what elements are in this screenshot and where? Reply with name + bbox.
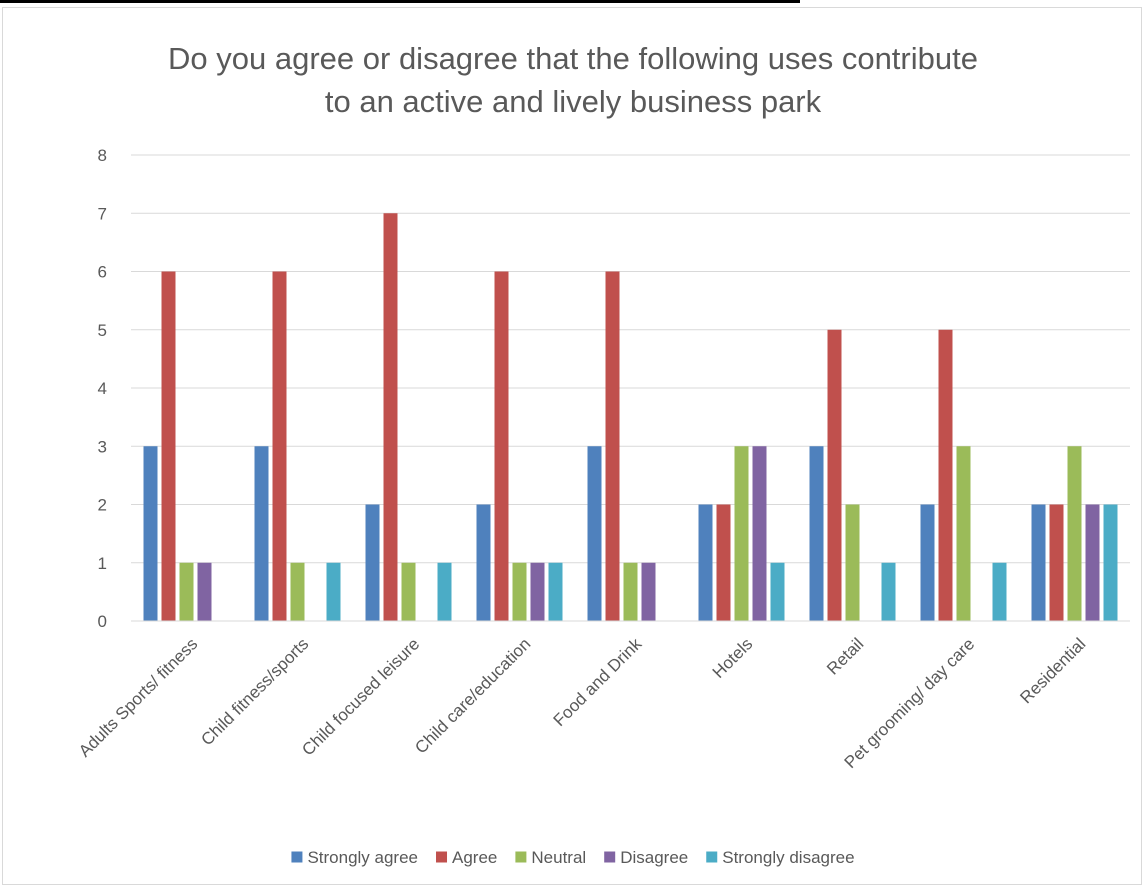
bar-strongly-agree-pet-grooming-day-care — [920, 504, 935, 621]
x-tick-label: Residential — [1016, 634, 1089, 707]
bar-strongly-disagree-pet-grooming-day-care — [992, 562, 1007, 621]
bar-strongly-disagree-hotels — [770, 562, 785, 621]
bar-neutral-child-fitness-sports — [290, 562, 305, 621]
bar-strongly-agree-child-focused-leisure — [365, 504, 380, 621]
x-tick-label: Retail — [823, 634, 867, 678]
bar-agree-child-fitness-sports — [272, 271, 287, 621]
y-tick-label: 6 — [98, 263, 107, 282]
chart-title-line-2: to an active and lively business park — [325, 84, 822, 119]
legend-swatch — [291, 851, 303, 863]
x-tick-label: Child fitness/sports — [197, 634, 312, 749]
bar-strongly-disagree-retail — [881, 562, 896, 621]
x-tick-label: Pet grooming/ day care — [841, 634, 979, 772]
x-tick-label: Child focused leisure — [298, 634, 423, 759]
bar-agree-child-focused-leisure — [383, 213, 398, 621]
y-tick-label: 0 — [98, 612, 107, 631]
legend-label: Disagree — [620, 848, 688, 867]
chart-frame: Do you agree or disagree that the follow… — [2, 7, 1142, 885]
legend-item-strongly-disagree: Strongly disagree — [706, 848, 855, 867]
bar-strongly-disagree-residential — [1103, 504, 1118, 621]
bar-strongly-agree-retail — [809, 446, 824, 621]
bar-neutral-pet-grooming-day-care — [956, 446, 971, 621]
bar-strongly-disagree-child-care-education — [548, 562, 563, 621]
legend-label: Strongly disagree — [722, 848, 854, 867]
bar-strongly-disagree-child-focused-leisure — [437, 562, 452, 621]
bar-disagree-hotels — [752, 446, 767, 621]
bar-neutral-food-and-drink — [623, 562, 638, 621]
bar-agree-hotels — [716, 504, 731, 621]
legend-item-neutral: Neutral — [515, 848, 586, 867]
legend-label: Strongly agree — [307, 848, 418, 867]
legend-swatch — [436, 851, 448, 863]
bar-strongly-agree-residential — [1031, 504, 1046, 621]
bar-neutral-hotels — [734, 446, 749, 621]
y-tick-label: 2 — [98, 496, 107, 515]
bar-neutral-child-care-education — [512, 562, 527, 621]
x-tick-label: Child care/education — [411, 634, 534, 757]
y-tick-label: 5 — [98, 321, 107, 340]
bar-strongly-disagree-child-fitness-sports — [326, 562, 341, 621]
bar-strongly-agree-food-and-drink — [587, 446, 602, 621]
bar-agree-child-care-education — [494, 271, 509, 621]
y-tick-label: 7 — [98, 204, 107, 223]
legend-label: Neutral — [531, 848, 586, 867]
legend-label: Agree — [452, 848, 497, 867]
bar-disagree-child-care-education — [530, 562, 545, 621]
y-tick-label: 4 — [98, 379, 107, 398]
y-tick-label: 8 — [98, 146, 107, 165]
bar-strongly-agree-hotels — [698, 504, 713, 621]
bar-disagree-residential — [1085, 504, 1100, 621]
chart-title: Do you agree or disagree that the follow… — [168, 41, 978, 119]
legend-swatch — [604, 851, 616, 863]
chart-title-line-1: Do you agree or disagree that the follow… — [168, 41, 978, 76]
bar-neutral-child-focused-leisure — [401, 562, 416, 621]
x-tick-label: Food and Drink — [550, 634, 646, 730]
bar-agree-adults-sports-fitness — [161, 271, 176, 621]
bar-agree-retail — [827, 329, 842, 621]
legend-item-agree: Agree — [436, 848, 497, 867]
legend: Strongly agree Agree Neutral Disagree Strong… — [291, 848, 855, 867]
bar-disagree-food-and-drink — [641, 562, 656, 621]
bars — [131, 213, 1130, 622]
bar-chart: Do you agree or disagree that the follow… — [75, 41, 1130, 867]
legend-item-strongly-agree: Strongly agree — [291, 848, 418, 867]
bar-strongly-agree-adults-sports-fitness — [143, 446, 158, 621]
legend-swatch — [706, 851, 718, 863]
bar-agree-residential — [1049, 504, 1064, 621]
x-tick-label: Hotels — [709, 634, 757, 682]
legend-swatch — [515, 851, 527, 863]
bar-agree-pet-grooming-day-care — [938, 329, 953, 621]
y-tick-label: 1 — [98, 554, 107, 573]
bar-neutral-adults-sports-fitness — [179, 562, 194, 621]
bar-neutral-residential — [1067, 446, 1082, 621]
y-axis-ticks: 0 1 2 3 4 5 6 7 8 — [98, 146, 107, 631]
legend-item-disagree: Disagree — [604, 848, 688, 867]
y-tick-label: 3 — [98, 437, 107, 456]
top-rule — [0, 0, 800, 3]
x-tick-label: Adults Sports/ fitness — [75, 634, 201, 760]
bar-strongly-agree-child-fitness-sports — [254, 446, 269, 621]
bar-agree-food-and-drink — [605, 271, 620, 621]
bar-neutral-retail — [845, 504, 860, 621]
bar-strongly-agree-child-care-education — [476, 504, 491, 621]
bar-disagree-adults-sports-fitness — [197, 562, 212, 621]
